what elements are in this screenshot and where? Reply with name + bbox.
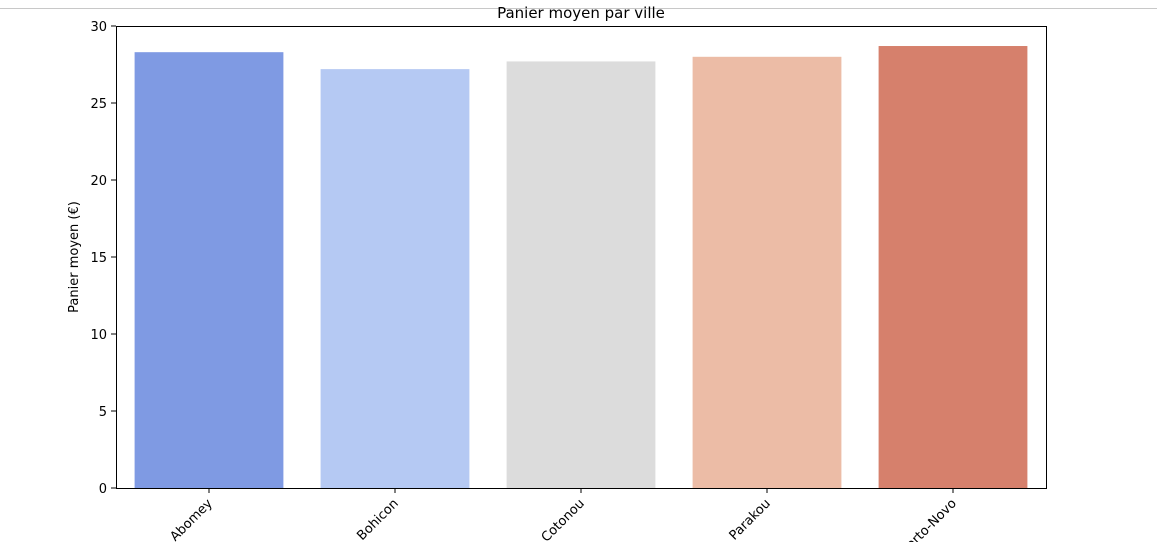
bar-porto-novo <box>878 46 1028 489</box>
y-tick-label: 0 <box>99 482 107 497</box>
y-tick-label: 15 <box>90 251 107 266</box>
x-tick-label: Abomey <box>167 496 216 542</box>
x-ticks-group: Abomey Bohicon Cotonou Parakou Porto-Novo <box>167 488 960 542</box>
bar-cotonou <box>506 61 656 489</box>
y-tick-label: 20 <box>90 174 107 189</box>
x-tick-label: Porto-Novo <box>898 496 960 542</box>
y-tick-label: 10 <box>90 328 107 343</box>
y-axis-label: Panier moyen (€) <box>67 201 82 313</box>
y-tick-label: 30 <box>90 20 107 35</box>
y-tick-label: 5 <box>99 405 107 420</box>
x-tick-label: Cotonou <box>539 496 588 542</box>
bar-bohicon <box>320 69 470 489</box>
bar-abomey <box>134 52 284 489</box>
bar-parakou <box>692 56 842 489</box>
x-tick-label: Bohicon <box>354 496 401 542</box>
x-tick-label: Parakou <box>727 496 774 542</box>
plot-frame <box>116 26 1047 489</box>
y-ticks-group: 0 5 10 15 20 25 30 <box>90 20 116 497</box>
chart-title: Panier moyen par ville <box>497 4 665 22</box>
bars-group <box>134 46 1028 489</box>
y-tick-label: 25 <box>90 97 107 112</box>
window-top-divider <box>0 8 1157 9</box>
